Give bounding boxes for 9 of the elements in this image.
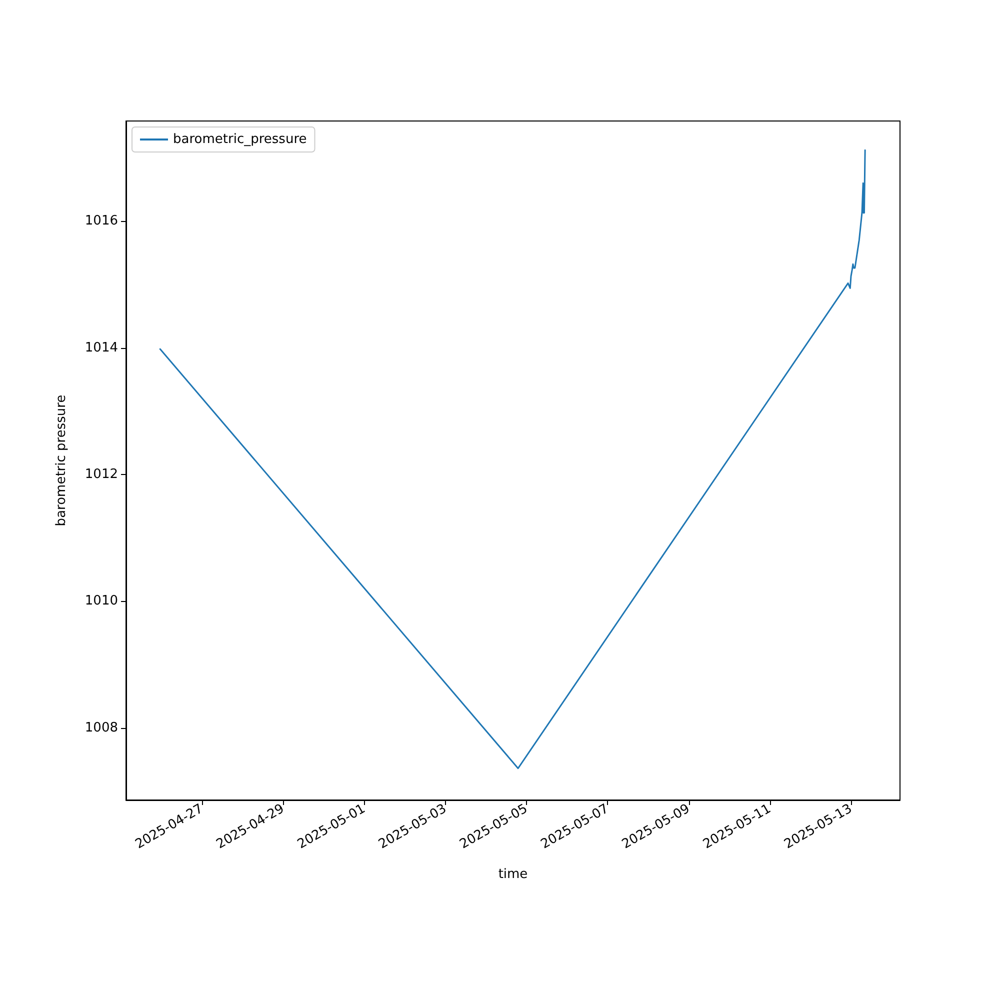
y-tick-label: 1010 (84, 594, 118, 609)
y-axis-title: barometric pressure (54, 394, 69, 526)
legend-label: barometric_pressure (173, 132, 307, 147)
y-tick-label: 1012 (84, 466, 118, 482)
y-tick-label: 1016 (84, 214, 118, 229)
y-tick-label: 1008 (84, 720, 118, 736)
y-tick-label: 1014 (84, 340, 118, 356)
x-axis-title: time (498, 867, 528, 882)
line-series (159, 149, 866, 770)
